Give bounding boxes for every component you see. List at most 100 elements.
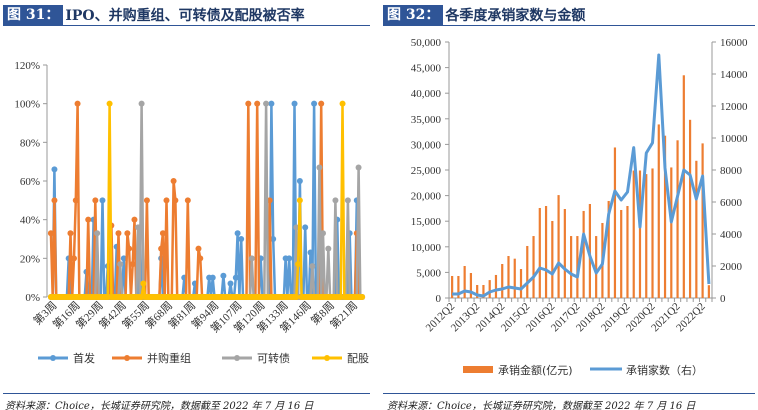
- data-point: [138, 100, 145, 107]
- data-point: [355, 164, 362, 171]
- bar-underwriting-amount: [457, 275, 460, 298]
- data-point: [115, 230, 122, 237]
- bar-underwriting-amount: [582, 210, 585, 298]
- legend-marker: [124, 355, 130, 361]
- data-point: [220, 272, 227, 279]
- bar-underwriting-amount: [638, 170, 642, 298]
- data-point: [140, 280, 147, 287]
- data-point: [51, 166, 58, 173]
- bar-underwriting-amount: [595, 236, 598, 298]
- y-tick-label: 40%: [20, 215, 40, 227]
- bar-underwriting-amount: [626, 205, 629, 298]
- right-y-tick-label: 4000: [720, 229, 743, 241]
- y-tick-label: 0%: [25, 292, 40, 304]
- data-point: [143, 197, 150, 204]
- bar-underwriting-amount: [651, 168, 654, 298]
- data-point: [47, 230, 54, 237]
- data-point: [159, 230, 166, 237]
- bar-underwriting-amount: [670, 167, 673, 298]
- right-y-tick-label: 2000: [720, 261, 743, 273]
- bar-underwriting-amount: [620, 209, 623, 298]
- data-point: [51, 197, 58, 204]
- y-tick-label: 120%: [14, 60, 40, 72]
- bar-underwriting-amount: [551, 220, 554, 298]
- right-y-tick-label: 14000: [720, 69, 748, 81]
- bar-underwriting-amount: [532, 236, 535, 298]
- data-point: [293, 224, 300, 231]
- left-y-tick-label: 0: [436, 293, 442, 305]
- data-point: [120, 255, 127, 262]
- data-point: [296, 178, 303, 184]
- legend-label: 配股: [347, 352, 369, 365]
- bar-underwriting-amount: [538, 207, 541, 298]
- legend-marker: [50, 355, 56, 361]
- legend-marker: [324, 355, 330, 361]
- bar-underwriting-amount: [469, 273, 473, 298]
- right-y-tick-label: 12000: [720, 101, 748, 113]
- data-point: [291, 100, 298, 107]
- data-point: [270, 236, 277, 242]
- left-y-tick-label: 5,000: [416, 267, 441, 279]
- right-source-note: 资料来源：Choice，长城证券研究院，数据截至 2022 年 7 月 16 日: [387, 401, 696, 410]
- left-footer-rule: [3, 393, 370, 394]
- left-source-note: 资料来源：Choice，长城证券研究院，数据截至 2022 年 7 月 16 日: [5, 401, 314, 410]
- data-point: [339, 100, 346, 107]
- data-point: [124, 230, 131, 237]
- data-point: [126, 245, 133, 252]
- bar-underwriting-amount: [632, 170, 635, 298]
- data-point: [359, 294, 366, 300]
- y-tick-label: 80%: [20, 137, 40, 149]
- line-underwriting-count: [452, 53, 711, 298]
- y-tick-label: 60%: [20, 176, 40, 188]
- data-point: [245, 100, 252, 107]
- data-point: [85, 216, 92, 223]
- bar-underwriting-amount: [707, 285, 710, 298]
- data-point: [309, 263, 316, 270]
- bar-underwriting-amount: [570, 236, 573, 298]
- data-point: [319, 230, 326, 237]
- left-y-tick-label: 20,000: [411, 191, 442, 203]
- data-point: [92, 197, 99, 204]
- bar-underwriting-amount: [695, 160, 698, 298]
- data-point: [316, 164, 323, 171]
- bar-underwriting-amount: [563, 209, 566, 298]
- data-point: [332, 197, 339, 204]
- data-point: [72, 197, 79, 204]
- right-y-tick-label: 16000: [720, 37, 748, 49]
- data-point: [263, 100, 270, 107]
- left-title-rule: [3, 25, 370, 26]
- left-y-tick-label: 50,000: [411, 37, 442, 49]
- bar-underwriting-amount: [657, 124, 660, 298]
- data-point: [311, 100, 318, 107]
- left-figure-title: 图 31： IPO、并购重组、可转债及配股被否率: [3, 5, 305, 25]
- data-point: [184, 197, 191, 204]
- data-point: [325, 245, 332, 252]
- legend-swatch-amount: [463, 366, 493, 373]
- bar-underwriting-amount: [519, 269, 523, 298]
- bar-underwriting-amount: [488, 280, 491, 298]
- bar-underwriting-amount: [526, 245, 529, 298]
- y-tick-label: 20%: [20, 253, 40, 265]
- data-point: [99, 197, 106, 204]
- data-point: [106, 100, 113, 107]
- legend-label: 并购重组: [147, 351, 191, 365]
- bar-underwriting-amount: [482, 284, 485, 298]
- bar-underwriting-amount: [476, 284, 479, 298]
- bar-underwriting-amount: [682, 75, 685, 298]
- left-y-tick-label: 40,000: [411, 88, 442, 100]
- left-figure-title-text: IPO、并购重组、可转债及配股被否率: [65, 8, 305, 24]
- bar-underwriting-amount: [663, 135, 667, 298]
- bar-underwriting-amount: [463, 266, 466, 298]
- right-title-rule: [383, 25, 755, 26]
- data-point: [307, 249, 314, 256]
- data-point: [268, 100, 275, 107]
- right-footer-rule: [383, 393, 755, 394]
- bar-underwriting-amount: [557, 195, 560, 298]
- bar-underwriting-amount: [494, 274, 498, 298]
- legend-marker: [234, 355, 240, 361]
- data-point: [318, 100, 325, 107]
- legend-label: 首发: [73, 351, 95, 365]
- bar-underwriting-amount: [645, 174, 648, 298]
- data-point: [254, 100, 261, 107]
